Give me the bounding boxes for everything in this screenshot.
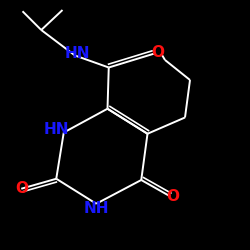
Text: NH: NH — [84, 201, 109, 216]
Text: HN: HN — [65, 46, 90, 60]
Text: O: O — [166, 189, 179, 204]
Text: O: O — [151, 45, 164, 60]
Text: O: O — [15, 181, 28, 196]
Text: HN: HN — [44, 122, 69, 138]
